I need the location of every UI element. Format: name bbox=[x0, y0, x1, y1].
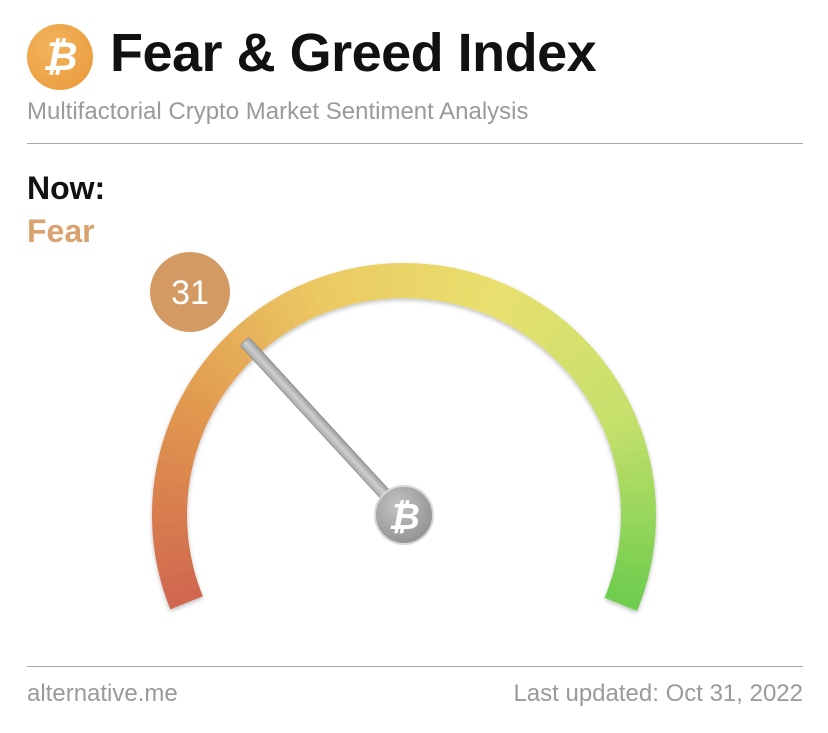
gauge-arc-segment bbox=[441, 266, 461, 304]
gauge-arc-segment bbox=[162, 577, 200, 600]
gauge-arc-segment bbox=[339, 268, 359, 306]
gauge-arc-segment bbox=[563, 344, 598, 377]
gauge-arc-segment bbox=[581, 369, 617, 399]
bitcoin-logo-icon: ₿ bbox=[27, 24, 93, 90]
gauge-arc-segment bbox=[278, 290, 306, 327]
gauge-arc-segment bbox=[542, 321, 575, 356]
gauge-arc-segment bbox=[477, 278, 502, 315]
gauge-arc-segment bbox=[165, 586, 203, 610]
page-title: Fear & Greed Index bbox=[110, 23, 597, 83]
gauge-arc-segment bbox=[556, 336, 591, 369]
gauge-arc-segment bbox=[613, 448, 651, 469]
gauge-arc-segment bbox=[176, 396, 213, 423]
gauge-arc-segment bbox=[620, 513, 656, 526]
gauge-arc-segment bbox=[154, 467, 191, 486]
gauge-arc-segment bbox=[160, 436, 198, 458]
now-label: Now: bbox=[27, 170, 106, 206]
gauge-arc-segment bbox=[204, 350, 240, 383]
gauge-arc-segment bbox=[251, 307, 282, 343]
gauge-arc-segment bbox=[307, 277, 332, 315]
footer-divider bbox=[27, 666, 803, 667]
gauge-arc-segment bbox=[382, 263, 397, 299]
gauge-arc-segment bbox=[575, 360, 611, 392]
gauge-arc-segment bbox=[495, 286, 522, 324]
gauge-arc-segment bbox=[486, 282, 512, 319]
gauge-arc-segment bbox=[591, 387, 628, 416]
gauge-arc-segment bbox=[468, 274, 492, 312]
gauge-needle bbox=[240, 337, 408, 519]
gauge-arc-segment bbox=[234, 320, 267, 355]
gauge-arc-segment bbox=[503, 291, 532, 328]
gauge-arc-segment bbox=[432, 265, 450, 302]
gauge-needle-bar bbox=[240, 337, 408, 519]
gauge-arc-segment bbox=[520, 302, 550, 338]
gauge-arc-segment bbox=[608, 578, 645, 601]
value-badge-text: 31 bbox=[171, 274, 209, 312]
fear-greed-gauge: ₿ 31 bbox=[150, 252, 656, 612]
gauge-arc-segment bbox=[152, 521, 188, 536]
gauge-arc-segment bbox=[620, 491, 656, 506]
gauge-arc-segment bbox=[393, 263, 406, 299]
gauge-arc-segment bbox=[159, 567, 197, 589]
gauge-arc-segment bbox=[620, 502, 656, 515]
gauge-arc-segment bbox=[550, 328, 583, 363]
gauge-arc-segment bbox=[617, 541, 655, 559]
gauge-arc-segment bbox=[167, 415, 205, 440]
header-divider bbox=[27, 143, 803, 144]
gauge-arc-segment bbox=[157, 558, 194, 579]
bitcoin-hub-icon: ₿ bbox=[388, 497, 420, 538]
gauge-arc-segment bbox=[269, 295, 298, 332]
gauge-hub bbox=[374, 485, 434, 545]
gauge-arc-segment bbox=[450, 268, 471, 306]
gauge-arc-segment bbox=[595, 397, 633, 424]
gauge-arc-segment bbox=[607, 427, 645, 451]
gauge-arc-segment bbox=[211, 342, 246, 375]
gauge-arc-segment bbox=[171, 405, 209, 431]
gauge-arc-segment bbox=[611, 569, 648, 591]
gauge-arc-segment bbox=[535, 314, 567, 350]
gauge-arc-segment bbox=[615, 551, 653, 570]
last-updated: Last updated: Oct 31, 2022 bbox=[513, 680, 803, 707]
gauge-arc-segment bbox=[610, 437, 648, 460]
gauge-arc-segment bbox=[218, 334, 253, 368]
gauge-arc-segment bbox=[527, 308, 559, 344]
gauge-arc-segment bbox=[242, 313, 274, 349]
gauge-arc-segment bbox=[604, 587, 642, 612]
gauge-arc-segment bbox=[158, 446, 196, 467]
gauge-arc-segment bbox=[569, 352, 605, 384]
gauge-arc-segment bbox=[152, 500, 188, 514]
gauge-arc-segment bbox=[192, 368, 228, 398]
gauge-arc-segment bbox=[297, 281, 323, 319]
gauge-arc-segment bbox=[186, 377, 223, 406]
gauge-arc-segment bbox=[198, 359, 234, 390]
gauge-arc-segment bbox=[604, 417, 641, 442]
gauge-arc-segment bbox=[152, 511, 188, 525]
gauge-arc-segment bbox=[586, 378, 623, 407]
gauge-arc bbox=[152, 263, 656, 612]
gauge-arc-segment bbox=[512, 296, 541, 333]
gauge-arc-segment bbox=[156, 457, 193, 476]
gauge-arc-segment bbox=[181, 386, 218, 414]
source-link[interactable]: alternative.me bbox=[27, 680, 178, 707]
value-badge bbox=[150, 252, 230, 332]
gauge-arc-segment bbox=[318, 274, 341, 311]
now-classification: Fear bbox=[27, 213, 95, 249]
gauge-arc-segment bbox=[371, 263, 387, 300]
gauge-arc-segment bbox=[260, 301, 290, 337]
page-subtitle: Multifactorial Crypto Market Sentiment A… bbox=[27, 98, 529, 125]
gauge-arc-segment bbox=[288, 285, 315, 323]
gauge-arc-segment bbox=[459, 271, 482, 309]
gauge-arc-segment bbox=[164, 425, 202, 449]
gauge-arc-segment bbox=[404, 263, 417, 299]
gauge-arc-segment bbox=[152, 530, 189, 547]
gauge-arc-segment bbox=[328, 271, 350, 308]
gauge-arc-segment bbox=[600, 407, 637, 433]
gauge-arc-segment bbox=[613, 560, 651, 580]
